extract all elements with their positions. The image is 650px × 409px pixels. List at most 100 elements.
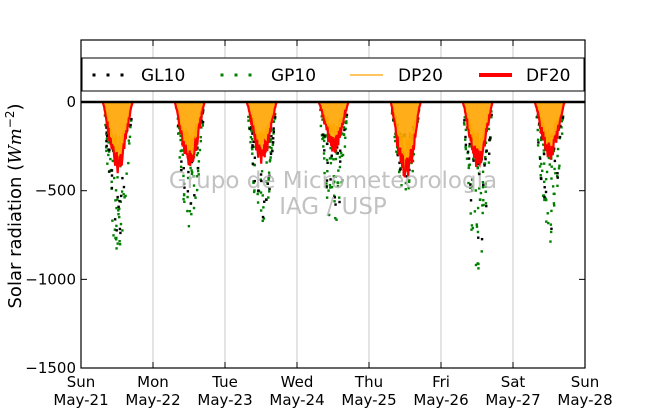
gp10-point <box>124 194 127 198</box>
gp10-point <box>322 152 326 155</box>
gp10-point <box>408 179 411 182</box>
gp10-point <box>107 141 110 144</box>
gp10-point <box>116 242 119 245</box>
gp10-point <box>268 158 272 162</box>
gl10-point <box>477 236 480 239</box>
gp10-point <box>482 199 485 202</box>
gl10-point <box>107 148 110 151</box>
gl10-point <box>396 153 399 157</box>
gp10-point <box>269 151 272 154</box>
gp10-point <box>468 145 471 148</box>
gp10-point <box>325 134 328 137</box>
legend-label: GL10 <box>141 66 185 86</box>
gl10-point <box>484 157 487 161</box>
gp10-point <box>465 157 469 160</box>
gp10-point <box>398 170 401 174</box>
gp10-point <box>125 172 128 175</box>
gp10-point <box>334 157 338 161</box>
gp10-point <box>192 206 196 210</box>
gp10-point <box>467 164 471 167</box>
gp10-point <box>554 172 557 175</box>
gl10-point <box>129 123 132 127</box>
gl10-point <box>118 227 122 231</box>
gp10-point <box>253 163 257 167</box>
gp10-point <box>186 176 190 180</box>
gl10-point <box>187 170 190 174</box>
gl10-point <box>251 145 254 148</box>
gp10-point <box>259 209 263 212</box>
gl10-point <box>113 218 117 221</box>
gl10-point <box>272 137 275 140</box>
gl10-point <box>252 140 255 143</box>
gl10-point <box>556 172 559 175</box>
watermark-line1: Grupo de Micrometeorologia <box>169 168 497 194</box>
gp10-point <box>478 187 481 190</box>
gp10-point <box>273 112 277 116</box>
gp10-point <box>127 139 131 142</box>
gp10-point <box>325 196 329 199</box>
gl10-point <box>189 202 193 205</box>
gp10-point <box>345 121 348 125</box>
gp10-point <box>336 184 340 188</box>
gl10-point <box>469 183 472 187</box>
gl10-point <box>122 185 126 189</box>
gp10-point <box>117 213 120 216</box>
gl10-point <box>251 162 255 166</box>
gl10-point <box>543 195 546 199</box>
gp10-point <box>472 157 475 161</box>
gl10-point <box>538 157 542 160</box>
gl10-point <box>323 149 326 152</box>
legend-marker <box>120 73 124 77</box>
gp10-point <box>556 147 560 151</box>
gp10-point <box>182 174 185 178</box>
gp10-point <box>474 189 477 192</box>
gp10-point <box>268 160 272 163</box>
y-tick-label: −500 <box>35 182 76 200</box>
gp10-point <box>556 184 559 188</box>
gp10-point <box>190 171 194 174</box>
gp10-point <box>552 192 555 196</box>
gp10-point <box>548 163 551 166</box>
gp10-point <box>333 200 336 203</box>
gp10-point <box>119 200 123 203</box>
gp10-point <box>545 198 548 202</box>
gp10-point <box>482 203 485 207</box>
gp10-point <box>112 176 116 180</box>
gp10-point <box>549 240 552 243</box>
gp10-point <box>265 161 268 164</box>
gp10-point <box>543 162 546 165</box>
gp10-point <box>109 157 112 161</box>
gl10-point <box>550 227 553 231</box>
gp10-point <box>106 162 109 165</box>
gp10-point <box>187 224 191 228</box>
gl10-point <box>201 120 205 124</box>
gl10-point <box>476 162 480 166</box>
gl10-point <box>272 130 276 133</box>
legend-marker <box>234 73 238 77</box>
gp10-point <box>332 175 336 178</box>
gl10-point <box>323 134 326 138</box>
gl10-point <box>251 144 254 147</box>
gp10-point <box>550 165 553 168</box>
gp10-point <box>481 185 485 189</box>
y-ticks: 0 −500 −1000 −1500 <box>25 93 585 377</box>
gp10-point <box>129 125 132 129</box>
gl10-point <box>272 127 275 130</box>
legend-marker <box>106 73 110 77</box>
gp10-point <box>481 181 485 184</box>
gp10-point <box>404 188 407 191</box>
gp10-point <box>325 158 329 162</box>
gp10-point <box>259 178 262 181</box>
gp10-point <box>250 129 253 133</box>
gp10-point <box>553 167 556 171</box>
gl10-point <box>488 138 491 142</box>
gp10-point <box>395 150 398 153</box>
x-tick-label-date: May-25 <box>341 391 396 409</box>
y-tick-label: −1000 <box>25 270 76 288</box>
gl10-point <box>469 199 473 202</box>
gp10-point <box>110 180 113 184</box>
gl10-point <box>326 142 329 146</box>
gp10-point <box>252 190 256 194</box>
df20-line <box>317 101 350 154</box>
gl10-point <box>398 168 402 171</box>
